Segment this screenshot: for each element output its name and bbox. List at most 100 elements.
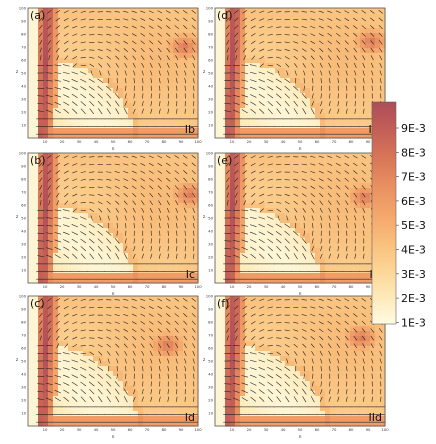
heatmap-cell [300, 223, 306, 229]
heatmap-cell [245, 23, 251, 29]
heatmap-cell [108, 28, 114, 34]
heatmap-cell [153, 158, 159, 164]
heatmap-cell [335, 258, 341, 264]
heatmap-cell [265, 123, 271, 129]
heatmap-cell [290, 178, 296, 184]
heatmap-cell [230, 208, 236, 214]
heatmap-cell [235, 273, 241, 279]
heatmap-cell [173, 258, 179, 264]
heatmap-cell [360, 268, 366, 274]
heatmap-cell [265, 58, 271, 64]
heatmap-cell [345, 248, 351, 254]
heatmap-cell [53, 203, 59, 209]
heatmap-cell [245, 43, 251, 49]
heatmap-cell [215, 78, 221, 84]
heatmap-cell [350, 48, 356, 54]
heatmap-cell [153, 198, 159, 204]
heatmap-cell [255, 93, 261, 99]
heatmap-cell [355, 173, 361, 179]
heatmap-cell [295, 123, 301, 129]
heatmap-cell [320, 163, 326, 169]
heatmap-cell [128, 13, 134, 19]
heatmap-cell [93, 158, 99, 164]
heatmap-cell [103, 48, 109, 54]
heatmap-cell [295, 98, 301, 104]
heatmap-cell [345, 218, 351, 224]
heatmap-cell [320, 193, 326, 199]
heatmap-cell [43, 88, 49, 94]
heatmap-cell [360, 98, 366, 104]
heatmap-cell [153, 43, 159, 49]
heatmap-cell [320, 208, 326, 214]
heatmap-cell [260, 123, 266, 129]
heatmap-cell [360, 238, 366, 244]
heatmap-cell [58, 68, 64, 74]
heatmap-cell [315, 173, 321, 179]
heatmap-cell [68, 43, 74, 49]
heatmap-cell [148, 258, 154, 264]
heatmap-cell [153, 53, 159, 59]
heatmap-cell [220, 38, 226, 44]
heatmap-cell [148, 173, 154, 179]
heatmap-cell [285, 58, 291, 64]
heatmap-cell [38, 43, 44, 49]
heatmap-cell [103, 128, 109, 134]
heatmap-cell [250, 188, 256, 194]
heatmap-cell [33, 208, 39, 214]
heatmap-cell [265, 113, 271, 119]
heatmap-cell [178, 243, 184, 249]
heatmap-cell [280, 273, 286, 279]
heatmap-cell [133, 183, 139, 189]
heatmap-cell [225, 48, 231, 54]
heatmap-cell [148, 218, 154, 224]
y-tick-label: 50 [21, 71, 26, 76]
heatmap-cell [290, 33, 296, 39]
heatmap-cell [73, 8, 79, 14]
heatmap-cell [78, 153, 84, 159]
heatmap-cell [158, 128, 164, 134]
heatmap-cell [230, 183, 236, 189]
heatmap-cell [103, 123, 109, 129]
heatmap-cell [98, 48, 104, 54]
heatmap-cell [370, 53, 376, 59]
heatmap-cell [33, 391, 39, 397]
heatmap-cell [295, 188, 301, 194]
heatmap-cell [128, 63, 134, 69]
heatmap-cell [365, 13, 371, 19]
heatmap-cell [53, 43, 59, 49]
heatmap-cell [148, 113, 154, 119]
heatmap-cell [320, 183, 326, 189]
heatmap-cell [148, 163, 154, 169]
heatmap-cell [330, 218, 336, 224]
heatmap-cell [33, 411, 39, 417]
heatmap-cell [118, 83, 124, 89]
y-tick-label: 60 [21, 58, 26, 63]
heatmap-cell [103, 113, 109, 119]
heatmap-cell [33, 351, 39, 357]
heatmap-cell [360, 128, 366, 134]
heatmap-cell [285, 93, 291, 99]
heatmap-cell [320, 88, 326, 94]
heatmap-cell [225, 113, 231, 119]
heatmap-cell [340, 98, 346, 104]
heatmap-cell [68, 233, 74, 239]
heatmap-cell [153, 18, 159, 24]
heatmap-cell [78, 63, 84, 69]
heatmap-cell [98, 173, 104, 179]
heatmap-cell [103, 233, 109, 239]
heatmap-cell [53, 23, 59, 29]
heatmap-cell [295, 168, 301, 174]
heatmap-cell [138, 28, 144, 34]
heatmap-cell [38, 233, 44, 239]
heatmap-cell [33, 233, 39, 239]
heatmap-cell [143, 63, 149, 69]
heatmap-cell [330, 88, 336, 94]
heatmap-cell [103, 23, 109, 29]
heatmap-cell [295, 158, 301, 164]
heatmap-cell [43, 123, 49, 129]
heatmap-cell [118, 18, 124, 24]
heatmap-cell [143, 68, 149, 74]
heatmap-cell [98, 83, 104, 89]
heatmap-cell [305, 253, 311, 259]
